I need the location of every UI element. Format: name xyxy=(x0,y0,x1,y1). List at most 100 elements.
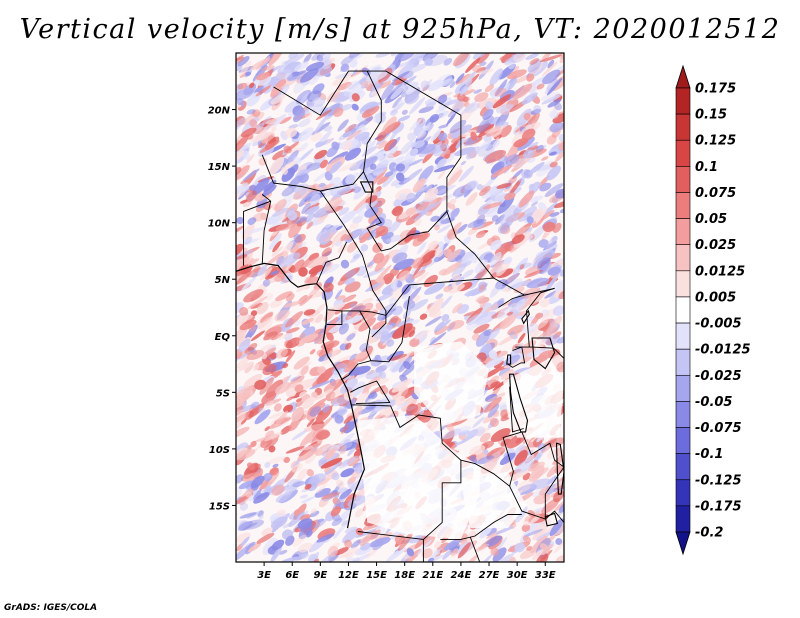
velocity-blob xyxy=(284,332,293,341)
velocity-blob xyxy=(388,136,401,151)
velocity-blob xyxy=(475,231,486,239)
velocity-blob xyxy=(370,529,381,540)
velocity-blob xyxy=(355,528,377,538)
velocity-blob xyxy=(306,221,314,230)
velocity-blob xyxy=(538,350,556,360)
velocity-field xyxy=(236,53,564,562)
velocity-blob xyxy=(446,228,458,240)
velocity-blob xyxy=(403,168,423,184)
velocity-blob xyxy=(443,538,462,551)
velocity-blob xyxy=(453,53,470,67)
colorbar-swatch xyxy=(675,270,691,298)
velocity-blob xyxy=(446,112,457,126)
velocity-blob xyxy=(259,140,280,154)
velocity-blob xyxy=(515,298,526,311)
velocity-blob xyxy=(329,161,342,174)
velocity-blob xyxy=(346,233,353,241)
velocity-blob xyxy=(307,255,329,269)
velocity-blob xyxy=(544,273,559,293)
velocity-blob xyxy=(405,93,420,105)
country-border xyxy=(545,510,564,523)
velocity-blob xyxy=(239,306,249,317)
colorbar-swatch xyxy=(675,401,691,428)
velocity-blob xyxy=(346,129,362,141)
velocity-blob xyxy=(303,309,316,316)
velocity-blob xyxy=(237,82,248,90)
velocity-blob xyxy=(452,303,463,314)
velocity-blob xyxy=(491,164,513,178)
velocity-blob xyxy=(239,512,257,519)
velocity-blob xyxy=(262,363,277,376)
velocity-blob xyxy=(267,456,286,464)
velocity-blob xyxy=(239,60,252,77)
lon-tick-label: 3E xyxy=(257,570,271,581)
colorbar-swatch xyxy=(675,139,691,167)
velocity-blob xyxy=(526,73,535,82)
velocity-blob xyxy=(430,128,442,142)
velocity-blob xyxy=(299,68,319,83)
velocity-blob xyxy=(336,187,352,195)
velocity-blob xyxy=(344,147,362,161)
velocity-blob xyxy=(271,333,284,341)
velocity-blob xyxy=(236,97,245,107)
velocity-blob xyxy=(443,153,451,160)
country-border xyxy=(370,296,410,363)
velocity-blob xyxy=(339,378,358,394)
velocity-blob xyxy=(416,539,433,556)
velocity-blob xyxy=(539,209,555,221)
velocity-blob xyxy=(404,148,419,163)
velocity-blob xyxy=(433,164,455,173)
velocity-blob xyxy=(436,158,447,169)
velocity-blob xyxy=(401,109,408,115)
velocity-blob xyxy=(457,425,472,433)
velocity-blob xyxy=(440,295,453,309)
velocity-blob xyxy=(275,222,297,231)
velocity-blob xyxy=(434,141,443,149)
velocity-blob xyxy=(236,426,250,438)
velocity-blob xyxy=(405,53,422,67)
country-border xyxy=(521,431,564,468)
velocity-blob xyxy=(527,509,536,518)
velocity-blob xyxy=(428,142,448,155)
velocity-blob xyxy=(365,390,377,403)
velocity-blob xyxy=(555,538,563,545)
country-border xyxy=(469,536,481,562)
velocity-blob xyxy=(341,301,358,310)
velocity-blob xyxy=(496,305,513,320)
velocity-blob xyxy=(450,207,460,218)
plain-area xyxy=(357,415,480,540)
velocity-blob xyxy=(268,233,282,251)
velocity-blob xyxy=(298,542,313,553)
velocity-blob xyxy=(449,119,467,134)
velocity-blob xyxy=(514,459,534,474)
plain-area xyxy=(414,341,489,427)
velocity-blob xyxy=(236,327,248,343)
velocity-blob xyxy=(513,53,526,62)
velocity-blob xyxy=(552,112,564,124)
velocity-blob xyxy=(306,469,315,477)
velocity-blob xyxy=(243,289,264,303)
lat-tick-label: EQ xyxy=(215,332,231,343)
velocity-blob xyxy=(533,104,542,114)
velocity-blob xyxy=(531,548,545,560)
velocity-blob xyxy=(552,331,562,340)
velocity-blob xyxy=(412,177,426,193)
velocity-blob xyxy=(324,196,343,211)
velocity-blob xyxy=(275,69,293,80)
velocity-blob xyxy=(424,98,437,106)
velocity-blob xyxy=(304,483,312,490)
velocity-blob xyxy=(262,279,271,287)
country-border xyxy=(351,404,462,540)
velocity-blob xyxy=(326,332,334,341)
velocity-blob xyxy=(483,328,493,337)
velocity-blob xyxy=(238,520,250,532)
velocity-blob xyxy=(240,127,257,138)
velocity-blob xyxy=(439,192,457,203)
velocity-blob xyxy=(370,172,385,186)
velocity-blob xyxy=(270,94,286,105)
velocity-blob xyxy=(276,509,286,517)
velocity-blob xyxy=(340,259,350,269)
velocity-blob xyxy=(530,515,541,524)
velocity-blob xyxy=(294,384,304,393)
colorbar-swatch xyxy=(675,348,691,376)
